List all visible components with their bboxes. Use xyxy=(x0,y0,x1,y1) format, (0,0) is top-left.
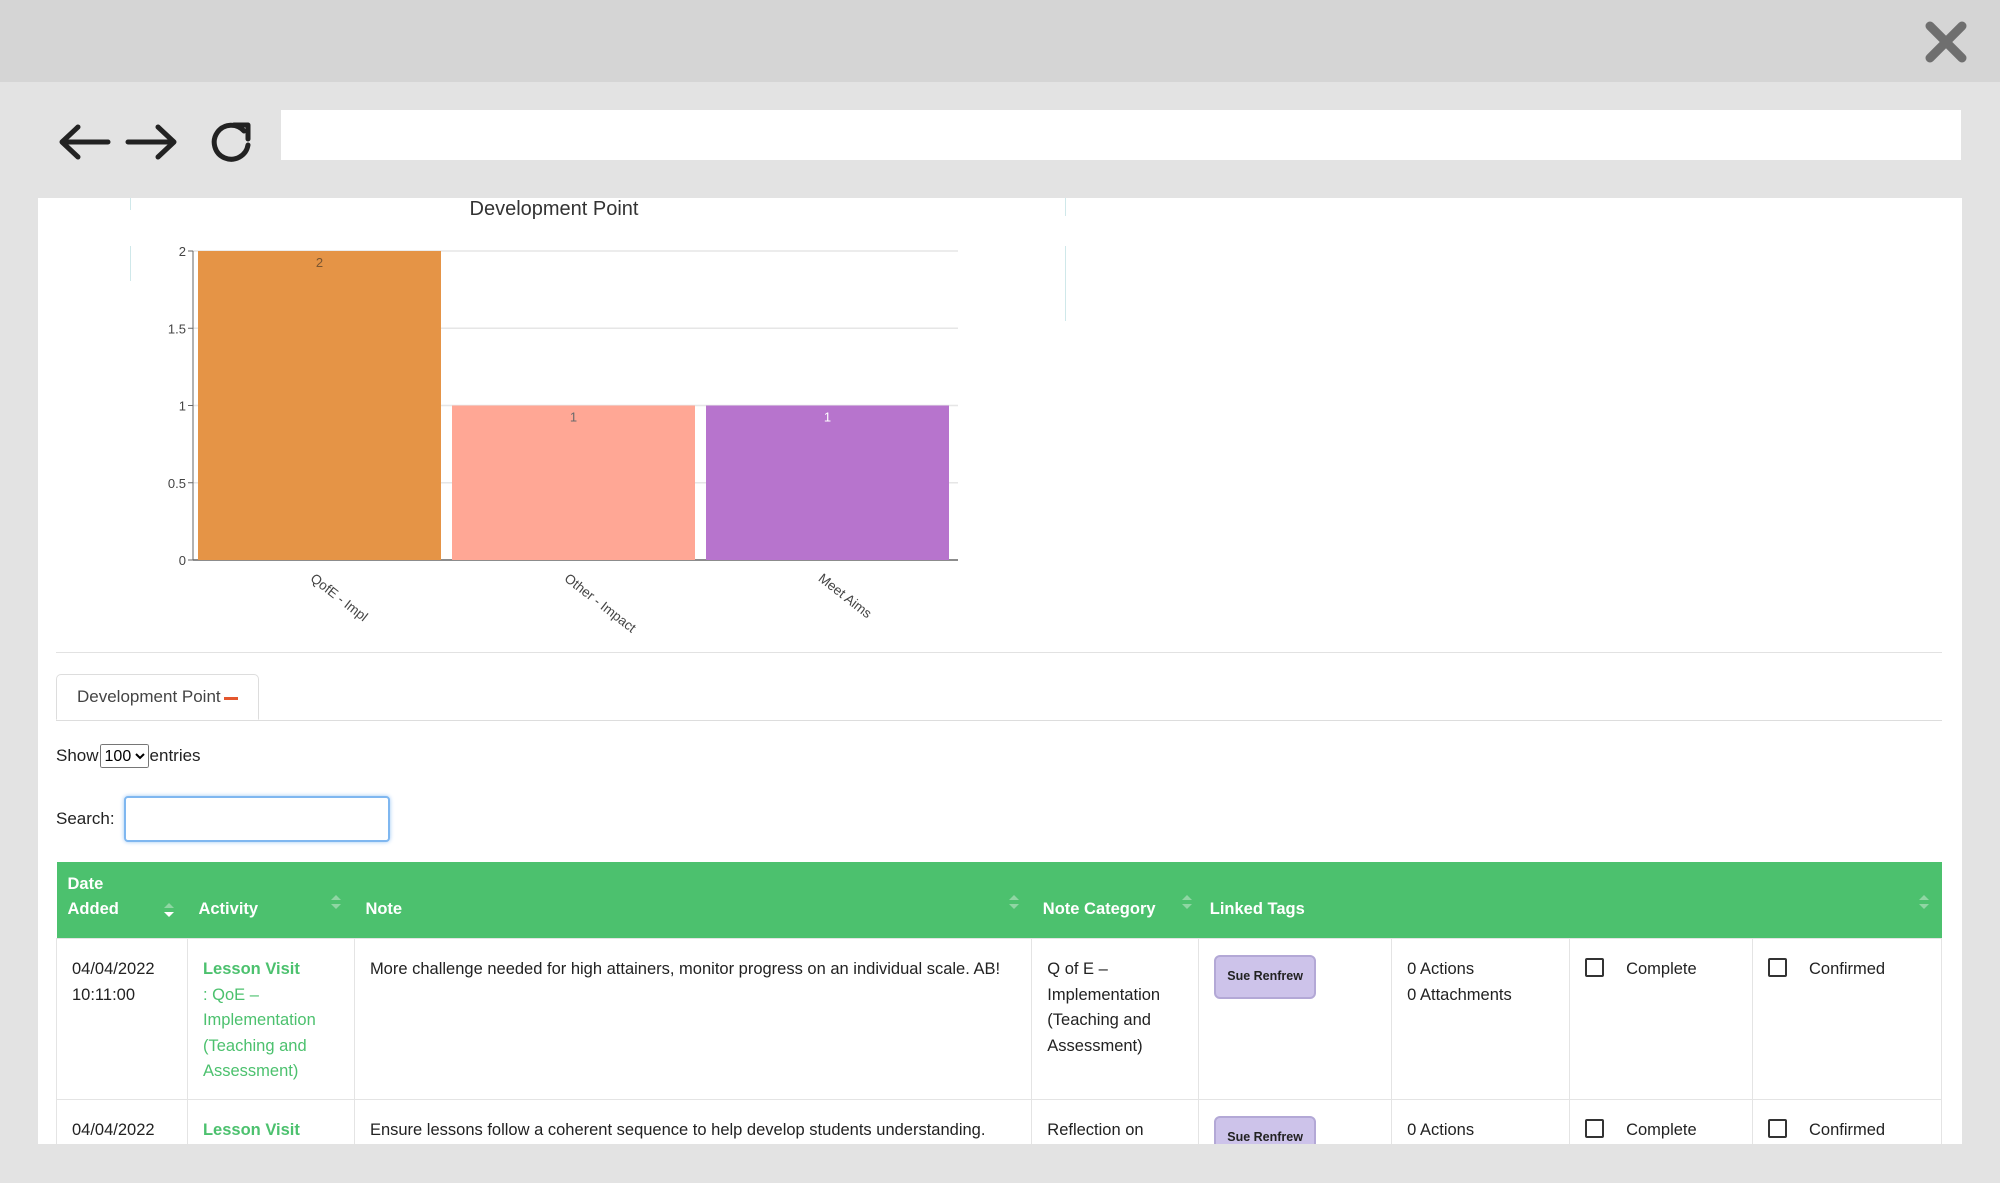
y-tick-label: 0 xyxy=(179,553,186,568)
reload-icon[interactable] xyxy=(204,117,260,167)
cell-confirmed: Confirmed xyxy=(1752,938,1942,1100)
cell-linked-tags: Sue Renfrew xyxy=(1198,938,1393,1100)
confirmed-label: Confirmed xyxy=(1809,960,1886,978)
search-row: Search: xyxy=(56,796,390,842)
length-menu: Show 100 entries xyxy=(56,744,201,768)
cell-linked-tags: Sue Renfrew xyxy=(1198,1098,1393,1144)
column-header-linked-tags[interactable]: Linked Tags xyxy=(1198,862,1942,939)
time-value: 10:11:00 xyxy=(72,985,136,1004)
tag-button[interactable]: Sue Renfrew xyxy=(1214,955,1316,999)
header-activity: Activity xyxy=(198,900,259,918)
window-titlebar xyxy=(0,0,2000,82)
header-date-line1: Date xyxy=(67,875,104,893)
cell-date: 04/04/2022 10:11:00 xyxy=(56,938,188,1100)
notes-table: Date Added Activity Note Note Category xyxy=(56,862,1942,1144)
bar-chart-svg: 0 0.5 1 1.5 2 2 QofE - Impl 1 Other - Impact 1 Mee… xyxy=(168,244,958,636)
tab-strip-border xyxy=(56,720,1942,721)
y-tick-label: 2 xyxy=(179,244,186,259)
sort-desc-icon[interactable] xyxy=(163,900,175,920)
activity-link[interactable]: Lesson Visit xyxy=(202,1120,300,1139)
header-linked-tags: Linked Tags xyxy=(1209,900,1305,918)
back-arrow-icon[interactable] xyxy=(56,117,112,167)
x-tick-label: Meet Aims xyxy=(816,571,875,622)
date-value: 04/04/2022 xyxy=(72,960,155,978)
sort-icon[interactable] xyxy=(1181,892,1193,912)
chart-bar xyxy=(706,405,949,560)
table-row: 04/04/2022 Lesson Visit Ensure lessons f… xyxy=(56,1098,1942,1144)
y-tick-label: 1.5 xyxy=(168,321,186,336)
complete-checkbox[interactable] xyxy=(1585,958,1605,978)
column-header-note[interactable]: Note xyxy=(354,862,1032,939)
cell-actions: 0 Actions 0 Attachments xyxy=(1391,938,1571,1100)
attachments-count[interactable]: 0 Attachments xyxy=(1407,985,1512,1004)
sort-icon[interactable] xyxy=(330,892,342,912)
header-date-line2: Added xyxy=(67,900,119,918)
header-note: Note xyxy=(365,900,403,918)
show-label: Show xyxy=(56,746,99,765)
header-note-category: Note Category xyxy=(1042,900,1156,918)
chart-border-left xyxy=(130,246,131,281)
actions-count[interactable]: 0 Actions xyxy=(1407,960,1475,978)
cell-date: 04/04/2022 xyxy=(56,1098,188,1144)
confirmed-checkbox[interactable] xyxy=(1768,1118,1787,1138)
search-label: Search: xyxy=(56,809,115,828)
forward-arrow-icon[interactable] xyxy=(124,117,180,167)
bar-data-label: 1 xyxy=(824,410,831,425)
tag-button[interactable]: Sue Renfrew xyxy=(1214,1115,1316,1144)
y-tick-label: 0.5 xyxy=(168,476,186,491)
tab-development-point[interactable]: Development Point xyxy=(56,674,259,720)
confirmed-checkbox[interactable] xyxy=(1768,958,1787,978)
table-row: 04/04/2022 10:11:00 Lesson Visit : QoE –… xyxy=(56,938,1942,1100)
cell-actions: 0 Actions xyxy=(1391,1098,1571,1144)
cell-note-category: Q of E – Implementation (Teaching and As… xyxy=(1031,938,1200,1100)
bar-data-label: 1 xyxy=(570,410,577,425)
section-divider xyxy=(56,652,1942,653)
date-value: 04/04/2022 xyxy=(72,1120,155,1139)
y-tick-label: 1 xyxy=(179,399,186,414)
table-header-row: Date Added Activity Note Note Category xyxy=(56,862,1942,939)
cell-complete: Complete xyxy=(1569,1098,1753,1144)
bar-data-label: 2 xyxy=(316,255,323,270)
complete-checkbox[interactable] xyxy=(1585,1118,1605,1138)
cell-complete: Complete xyxy=(1569,938,1753,1100)
cell-activity: Lesson Visit xyxy=(186,1098,355,1144)
sort-icon[interactable] xyxy=(1008,892,1020,912)
activity-subtitle[interactable]: : QoE – Implementation (Teaching and Ass… xyxy=(202,985,316,1081)
cell-note: More challenge needed for high attainers… xyxy=(353,938,1033,1100)
complete-label: Complete xyxy=(1626,960,1697,978)
complete-label: Complete xyxy=(1626,1120,1697,1139)
cell-note: Ensure lessons follow a coherent sequenc… xyxy=(353,1098,1033,1144)
cell-confirmed: Confirmed xyxy=(1752,1098,1942,1144)
development-point-chart: 0 0.5 1 1.5 2 2 QofE - Impl 1 Other - Impact 1 Mee… xyxy=(93,198,1066,636)
close-icon[interactable] xyxy=(1922,18,1970,66)
search-input[interactable] xyxy=(123,796,390,842)
collapse-minus-icon[interactable] xyxy=(223,696,238,700)
chart-border-left xyxy=(130,198,131,210)
entries-select[interactable]: 100 xyxy=(99,744,149,768)
x-tick-label: QofE - Impl xyxy=(308,571,371,625)
url-bar[interactable] xyxy=(281,110,1961,160)
actions-count[interactable]: 0 Actions xyxy=(1407,1120,1475,1139)
page-content: 0 0.5 1 1.5 2 2 QofE - Impl 1 Other - Impact 1 Mee… xyxy=(38,198,1962,1144)
entries-label: entries xyxy=(149,746,201,765)
chart-bar xyxy=(198,251,441,560)
browser-navbar xyxy=(0,82,2000,198)
tab-label: Development Point xyxy=(77,687,221,706)
column-header-note-category[interactable]: Note Category xyxy=(1031,862,1199,939)
chart-title: Development Point xyxy=(469,198,639,220)
cell-activity: Lesson Visit : QoE – Implementation (Tea… xyxy=(186,938,355,1100)
chart-bar xyxy=(452,405,695,560)
activity-link[interactable]: Lesson Visit xyxy=(202,960,300,978)
confirmed-label: Confirmed xyxy=(1809,1120,1886,1139)
column-header-date-added[interactable]: Date Added xyxy=(56,862,188,939)
x-tick-label: Other - Impact xyxy=(562,571,639,636)
chart-border-right xyxy=(1065,246,1066,321)
chart-border-right xyxy=(1065,198,1066,216)
sort-icon[interactable] xyxy=(1918,892,1930,912)
cell-note-category: Reflection on xyxy=(1031,1098,1200,1144)
column-header-activity[interactable]: Activity xyxy=(187,862,355,939)
